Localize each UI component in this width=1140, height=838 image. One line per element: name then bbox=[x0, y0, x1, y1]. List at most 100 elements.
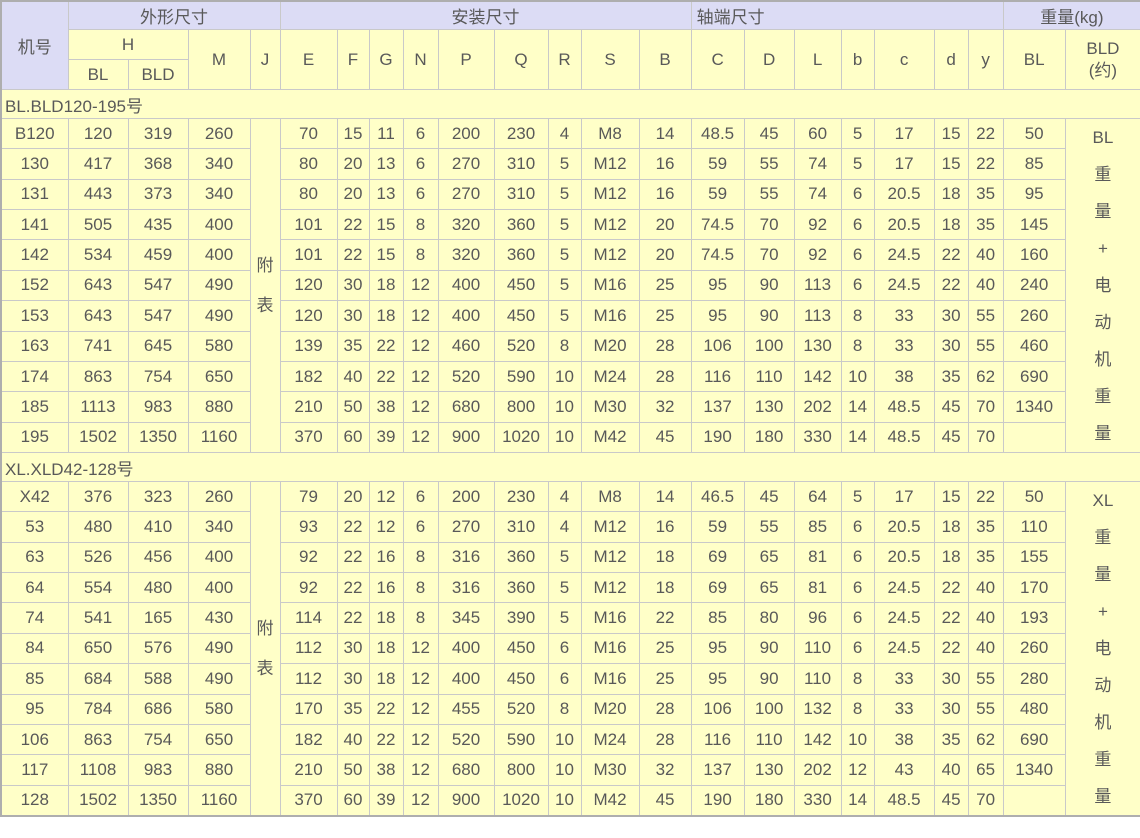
cell-d-lower: 30 bbox=[933, 300, 969, 332]
cell-s: M16 bbox=[580, 269, 640, 302]
cell-s: M12 bbox=[580, 148, 640, 180]
cell-b-upper: 45 bbox=[638, 784, 692, 817]
cell-b-lower: 6 bbox=[840, 572, 875, 604]
cell-m: 490 bbox=[187, 300, 251, 332]
cell-bld: 547 bbox=[127, 300, 189, 332]
cell-c-upper: 69 bbox=[690, 541, 745, 574]
cell-b-lower: 6 bbox=[840, 269, 875, 302]
cell-machine-no: 185 bbox=[0, 391, 69, 423]
cell-bl-weight: 480 bbox=[1002, 693, 1066, 725]
table-row: 130 417 368 340 80 20 13 6 270 310 5 M12 16 59 55 74 5 17… bbox=[0, 148, 1140, 180]
bld-weight-note-line: 重 bbox=[1094, 165, 1112, 184]
cell-r: 10 bbox=[547, 391, 582, 423]
cell-bld: 983 bbox=[127, 391, 189, 423]
cell-s: M20 bbox=[580, 330, 640, 362]
cell-bl-weight: 145 bbox=[1002, 209, 1066, 241]
cell-c-lower: 33 bbox=[873, 330, 935, 362]
bld-weight-note-line: XL bbox=[1092, 491, 1114, 510]
cell-m: 400 bbox=[187, 572, 251, 604]
cell-machine-no: 117 bbox=[0, 754, 69, 786]
cell-bld: 1350 bbox=[127, 421, 189, 454]
cell-bl: 650 bbox=[67, 632, 129, 665]
cell-l: 92 bbox=[793, 209, 842, 241]
cell-b-upper: 25 bbox=[638, 663, 692, 695]
cell-c-upper: 95 bbox=[690, 300, 745, 332]
bld-weight-note-line: 电 bbox=[1094, 639, 1112, 658]
cell-bld: 686 bbox=[127, 693, 189, 725]
cell-r: 8 bbox=[547, 693, 582, 725]
cell-bld: 983 bbox=[127, 754, 189, 786]
cell-c-lower: 38 bbox=[873, 723, 935, 756]
col-group-shaft-end-dimensions: 轴端尺寸 bbox=[690, 0, 1004, 30]
col-header-j: J bbox=[249, 29, 281, 90]
cell-n: 12 bbox=[402, 360, 439, 393]
cell-q: 1020 bbox=[493, 784, 549, 817]
cell-f: 22 bbox=[336, 572, 370, 604]
cell-l: 74 bbox=[793, 148, 842, 180]
cell-m: 650 bbox=[187, 723, 251, 756]
cell-y: 55 bbox=[967, 663, 1004, 695]
cell-s: M24 bbox=[580, 360, 640, 393]
cell-e: 170 bbox=[279, 693, 338, 725]
cell-s: M8 bbox=[580, 117, 640, 150]
cell-p: 680 bbox=[437, 391, 495, 423]
cell-q: 310 bbox=[493, 178, 549, 211]
cell-m: 340 bbox=[187, 178, 251, 211]
col-header-f: F bbox=[336, 29, 370, 90]
cell-b-upper: 18 bbox=[638, 572, 692, 604]
cell-g: 39 bbox=[368, 421, 404, 454]
cell-machine-no: 64 bbox=[0, 572, 69, 604]
cell-b-lower: 14 bbox=[840, 421, 875, 454]
cell-bl: 1502 bbox=[67, 421, 129, 454]
cell-l: 202 bbox=[793, 391, 842, 423]
cell-q: 590 bbox=[493, 360, 549, 393]
cell-e: 101 bbox=[279, 209, 338, 241]
cell-r: 5 bbox=[547, 148, 582, 180]
cell-d-upper: 65 bbox=[743, 541, 795, 574]
cell-b-lower: 14 bbox=[840, 391, 875, 423]
cell-r: 8 bbox=[547, 330, 582, 362]
cell-bl-weight: 260 bbox=[1002, 632, 1066, 665]
cell-r: 10 bbox=[547, 784, 582, 817]
cell-bl-weight: 170 bbox=[1002, 572, 1066, 604]
cell-g: 18 bbox=[368, 632, 404, 665]
j-column-note-line: 表 bbox=[256, 658, 274, 678]
bld-weight-note-line: 动 bbox=[1094, 313, 1112, 332]
cell-c-lower: 33 bbox=[873, 300, 935, 332]
cell-machine-no: 142 bbox=[0, 239, 69, 271]
bld-weight-note: XL 重量 + 电动机重量 bbox=[1064, 481, 1140, 817]
cell-bld: 645 bbox=[127, 330, 189, 362]
cell-f: 20 bbox=[336, 148, 370, 180]
cell-n: 12 bbox=[402, 391, 439, 423]
cell-n: 8 bbox=[402, 209, 439, 241]
col-group-weight-kg: 重量(kg) bbox=[1002, 0, 1140, 30]
cell-y: 35 bbox=[967, 178, 1004, 211]
cell-bl-weight: 110 bbox=[1002, 511, 1066, 543]
cell-machine-no: 174 bbox=[0, 360, 69, 393]
table-row: 95 784 686 580 170 35 22 12 455 520 8 M20 28 106 100 13… bbox=[0, 693, 1140, 725]
cell-n: 12 bbox=[402, 300, 439, 332]
bld-weight-note-line: + bbox=[1097, 602, 1108, 621]
cell-machine-no: 130 bbox=[0, 148, 69, 180]
cell-bld: 576 bbox=[127, 632, 189, 665]
cell-bl: 643 bbox=[67, 269, 129, 302]
cell-machine-no: 74 bbox=[0, 602, 69, 634]
cell-g: 18 bbox=[368, 269, 404, 302]
bld-weight-note-line: 量 bbox=[1094, 787, 1112, 806]
cell-m: 260 bbox=[187, 117, 251, 150]
cell-m: 1160 bbox=[187, 784, 251, 817]
cell-d-upper: 130 bbox=[743, 391, 795, 423]
cell-b-upper: 20 bbox=[638, 239, 692, 271]
cell-c-upper: 190 bbox=[690, 421, 745, 454]
cell-p: 900 bbox=[437, 421, 495, 454]
table-row: 64 554 480 400 92 22 16 8 316 360 5 M12 18 69 65 81 6 24.… bbox=[0, 572, 1140, 604]
cell-p: 460 bbox=[437, 330, 495, 362]
cell-machine-no: 163 bbox=[0, 330, 69, 362]
cell-m: 880 bbox=[187, 754, 251, 786]
cell-r: 10 bbox=[547, 360, 582, 393]
cell-bl: 541 bbox=[67, 602, 129, 634]
bld-weight-note-line: 动 bbox=[1094, 676, 1112, 695]
cell-q: 310 bbox=[493, 148, 549, 180]
cell-machine-no: B120 bbox=[0, 117, 69, 150]
cell-b-lower: 6 bbox=[840, 239, 875, 271]
